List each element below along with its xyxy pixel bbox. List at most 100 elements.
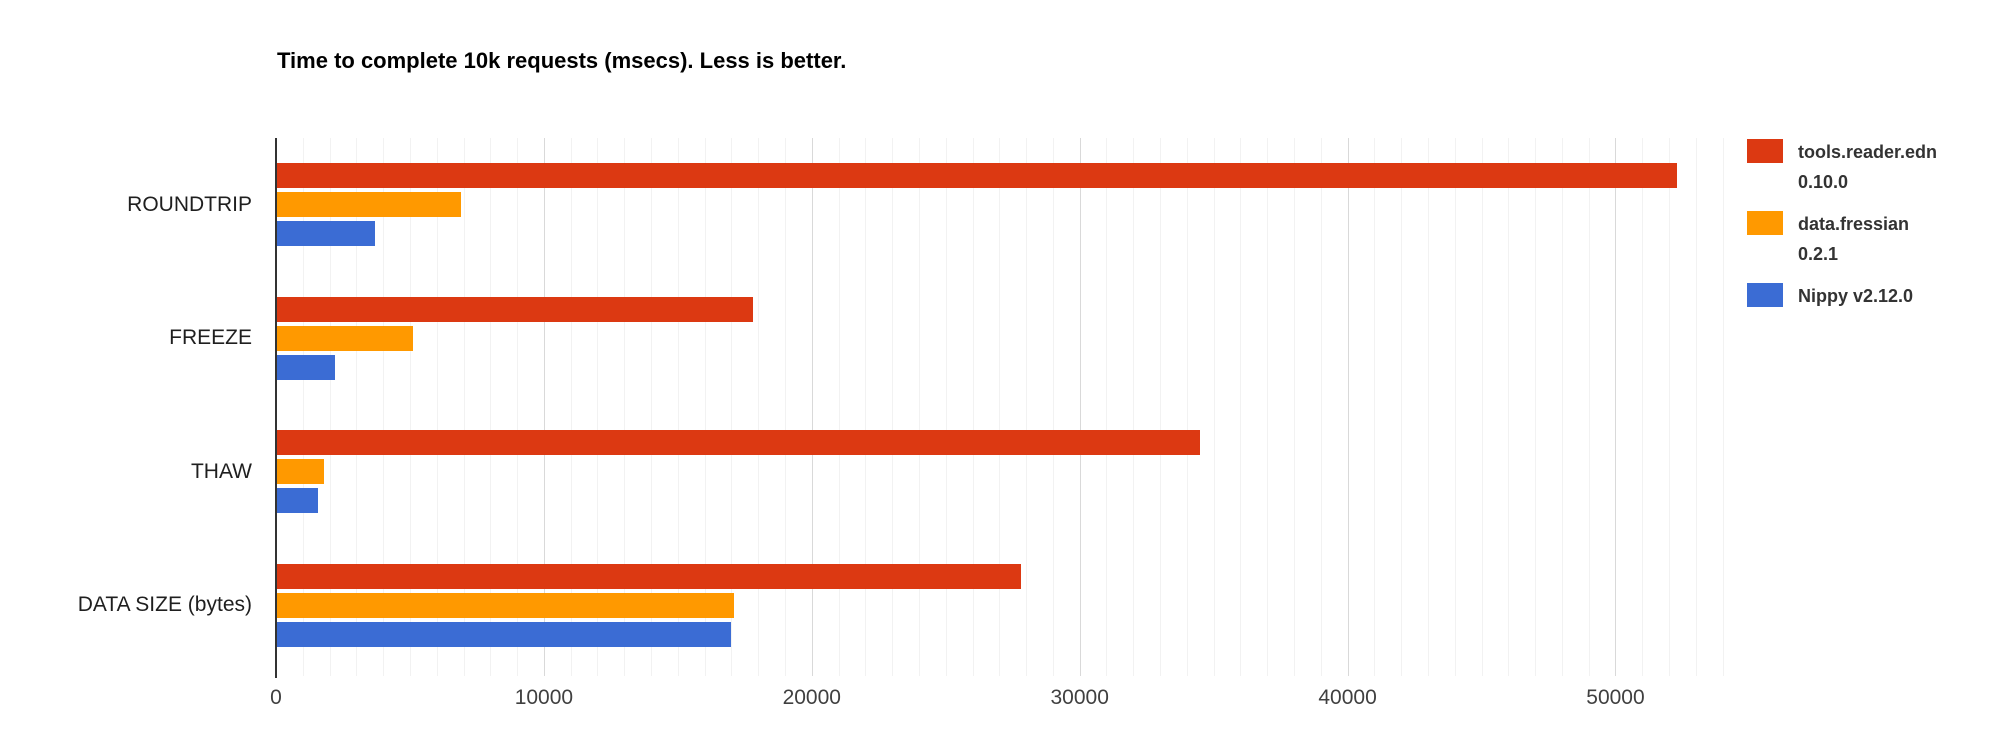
minor-gridline — [918, 138, 920, 676]
minor-gridline — [1052, 138, 1054, 676]
bar-stack — [276, 563, 1728, 651]
bar-group — [276, 405, 1728, 539]
minor-gridline — [570, 138, 572, 676]
legend-label-line: tools.reader.edn — [1798, 142, 1938, 162]
legend-swatch — [1747, 211, 1783, 235]
legend-label-line: data.fressian — [1798, 214, 1910, 234]
minor-gridline — [409, 138, 411, 676]
minor-gridline — [999, 138, 1001, 676]
major-gridline — [1347, 138, 1349, 676]
minor-gridline — [1508, 138, 1510, 676]
minor-gridline — [1026, 138, 1028, 676]
x-axis: 0 10000 20000 30000 40000 50000 — [0, 686, 2007, 716]
minor-gridline — [356, 138, 358, 676]
x-axis-tick-label: 40000 — [1318, 686, 1377, 709]
major-gridline — [811, 138, 813, 676]
minor-gridline — [1106, 138, 1108, 676]
minor-gridline — [1427, 138, 1429, 676]
legend-label-line: Nippy v2.12.0 — [1798, 286, 1914, 306]
legend-item: Nippy v2.12.0 — [1747, 281, 1937, 311]
bar-stack — [276, 296, 1728, 384]
legend-label-line: 0.2.1 — [1798, 244, 1839, 264]
minor-gridline — [1240, 138, 1242, 676]
legend: tools.reader.edn 0.10.0 data.fressian 0.2.1… — [1747, 137, 1937, 323]
x-axis-tick-label: 10000 — [514, 686, 574, 709]
bar — [276, 221, 376, 246]
minor-gridline — [1669, 138, 1671, 676]
minor-gridline — [1722, 138, 1724, 676]
bar — [276, 354, 335, 380]
minor-gridline — [972, 138, 974, 676]
legend-label: Nippy v2.12.0 — [1798, 281, 1913, 311]
minor-gridline — [731, 138, 733, 676]
category-label: ROUNDTRIP — [127, 192, 252, 216]
y-axis-line — [275, 138, 277, 678]
bar — [276, 163, 1678, 188]
minor-gridline — [436, 138, 438, 676]
legend-label: tools.reader.edn 0.10.0 — [1798, 137, 1937, 197]
bar — [276, 459, 325, 484]
plot-area — [275, 138, 1728, 678]
minor-gridline — [704, 138, 706, 676]
minor-gridline — [302, 138, 304, 676]
bar — [276, 430, 1201, 455]
category-axis: ROUNDTRIP FREEZE THAW DATA SIZE (bytes) — [0, 138, 252, 672]
minor-gridline — [865, 138, 867, 676]
bar — [276, 325, 413, 351]
minor-gridline — [1642, 138, 1644, 676]
bar — [276, 621, 732, 647]
minor-gridline — [1454, 138, 1456, 676]
x-axis-tick-label: 20000 — [782, 686, 841, 709]
minor-gridline — [945, 138, 947, 676]
minor-gridline — [517, 138, 519, 676]
bar — [276, 488, 318, 513]
legend-item: tools.reader.edn 0.10.0 — [1747, 137, 1937, 197]
minor-gridline — [892, 138, 894, 676]
legend-item: data.fressian 0.2.1 — [1747, 209, 1937, 269]
category-label: FREEZE — [169, 326, 252, 350]
legend-swatch — [1747, 283, 1783, 307]
x-axis-tick-label: 30000 — [1050, 686, 1109, 709]
bar-group — [276, 138, 1728, 272]
minor-gridline — [651, 138, 653, 676]
bar — [276, 296, 753, 322]
bar-stack — [276, 163, 1728, 250]
minor-gridline — [1294, 138, 1295, 676]
chart-title: Time to complete 10k requests (msecs). L… — [277, 48, 847, 73]
minor-gridline — [758, 138, 760, 676]
minor-gridline — [1320, 138, 1322, 676]
bar-group — [276, 539, 1728, 673]
bar-stack — [276, 430, 1728, 517]
minor-gridline — [1374, 138, 1376, 676]
major-gridline — [1079, 138, 1081, 676]
minor-gridline — [1160, 138, 1162, 676]
minor-gridline — [785, 138, 786, 676]
category-label: DATA SIZE (bytes) — [77, 593, 252, 617]
minor-gridline — [463, 138, 465, 676]
major-gridline — [1615, 138, 1617, 676]
x-axis-tick-label: 0 — [270, 686, 282, 709]
legend-label-line: 0.10.0 — [1798, 172, 1849, 192]
major-gridline — [543, 138, 545, 676]
minor-gridline — [597, 138, 599, 676]
minor-gridline — [1133, 138, 1135, 676]
minor-gridline — [490, 138, 492, 676]
minor-gridline — [329, 138, 331, 676]
bar — [276, 563, 1021, 589]
category-label: THAW — [190, 459, 252, 483]
minor-gridline — [1481, 138, 1483, 676]
minor-gridline — [1695, 138, 1697, 676]
legend-swatch — [1747, 139, 1783, 163]
legend-label: data.fressian 0.2.1 — [1798, 209, 1909, 269]
minor-gridline — [838, 138, 840, 676]
minor-gridline — [624, 138, 626, 676]
minor-gridline — [383, 138, 385, 676]
x-axis-tick-label: 50000 — [1586, 686, 1645, 709]
minor-gridline — [1561, 138, 1563, 676]
bar — [276, 192, 461, 217]
minor-gridline — [677, 138, 679, 676]
minor-gridline — [1588, 138, 1590, 676]
minor-gridline — [1401, 138, 1403, 676]
bar — [276, 592, 735, 618]
